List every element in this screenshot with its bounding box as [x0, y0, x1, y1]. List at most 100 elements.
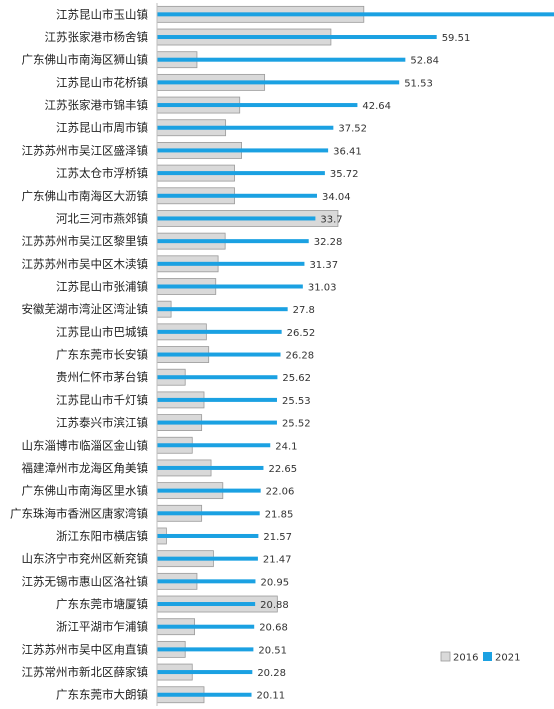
value-label: 35.72 — [330, 169, 359, 180]
category-label: 江苏泰兴市滨江镇 — [56, 416, 148, 430]
bar-2021 — [157, 57, 406, 62]
bar-2021 — [157, 556, 258, 561]
bar-2021 — [157, 692, 252, 697]
bar-2021 — [157, 261, 305, 266]
category-label: 江苏张家港市杨舍镇 — [45, 30, 149, 44]
value-label: 32.28 — [314, 237, 343, 248]
value-label: 20.28 — [257, 668, 286, 679]
value-label: 20.68 — [259, 623, 288, 634]
labels-layer: 江苏昆山市玉山镇107.38江苏张家港市杨舍镇59.51广东佛山市南海区狮山镇5… — [10, 7, 471, 702]
category-label: 浙江平湖市乍浦镇 — [56, 620, 148, 634]
bar-2021 — [157, 443, 271, 448]
bar-2021 — [157, 171, 325, 176]
bar-2021 — [157, 80, 400, 85]
bar-2021 — [157, 239, 309, 244]
category-label: 山东淄博市临淄区金山镇 — [22, 438, 149, 452]
value-label: 25.52 — [282, 419, 311, 430]
bar-2021 — [157, 488, 261, 493]
category-label: 江苏昆山市千灯镇 — [56, 393, 148, 407]
value-label: 59.51 — [442, 33, 471, 44]
category-label: 广东佛山市南海区里水镇 — [22, 484, 149, 498]
bar-2021 — [157, 420, 277, 425]
bar-2021 — [157, 397, 277, 402]
category-label: 江苏苏州市吴江区盛泽镇 — [22, 143, 149, 157]
category-label: 江苏常州市新北区薛家镇 — [22, 665, 149, 679]
value-label: 25.62 — [282, 373, 311, 384]
category-label: 江苏苏州市吴中区木渎镇 — [22, 257, 149, 271]
category-label: 江苏无锡市惠山区洛社镇 — [22, 574, 149, 588]
legend-swatch-2021 — [483, 652, 492, 661]
bar-2021 — [157, 12, 554, 17]
bar-2021 — [157, 579, 256, 584]
legend-label-2021: 2021 — [495, 653, 520, 664]
bar-2021 — [157, 216, 316, 221]
bar-2021 — [157, 125, 334, 130]
value-label: 31.37 — [309, 260, 338, 271]
value-label: 25.53 — [282, 396, 311, 407]
category-label: 江苏昆山市花桥镇 — [56, 75, 148, 89]
value-label: 21.57 — [263, 532, 292, 543]
value-label: 31.03 — [308, 283, 337, 294]
category-label: 贵州仁怀市茅台镇 — [56, 370, 148, 384]
bar-2021 — [157, 193, 317, 198]
category-label: 广东佛山市南海区狮山镇 — [22, 53, 149, 67]
value-label: 26.28 — [286, 351, 315, 362]
category-label: 广东佛山市南海区大沥镇 — [22, 189, 149, 203]
bar-2021 — [157, 329, 282, 334]
bar-2021 — [157, 602, 256, 607]
value-label: 26.52 — [287, 328, 316, 339]
bar-2021 — [157, 307, 288, 312]
value-label: 20.95 — [260, 577, 289, 588]
value-label: 36.41 — [333, 146, 362, 157]
legend-label-2016: 2016 — [453, 653, 478, 664]
value-label: 24.1 — [275, 441, 297, 452]
category-label: 江苏太仓市浮桥镇 — [56, 166, 148, 180]
value-label: 27.8 — [293, 305, 315, 316]
value-label: 37.52 — [338, 124, 367, 135]
bar-2021 — [157, 670, 253, 675]
category-label: 江苏苏州市吴江区黎里镇 — [22, 234, 149, 248]
category-label: 福建漳州市龙海区角美镇 — [22, 461, 149, 475]
bar-2021 — [157, 352, 281, 357]
category-label: 广东珠海市香洲区唐家湾镇 — [10, 506, 148, 520]
value-label: 21.85 — [265, 509, 294, 520]
category-label: 江苏昆山市玉山镇 — [56, 7, 148, 21]
category-label: 广东东莞市大朗镇 — [56, 688, 148, 702]
bar-2021 — [157, 511, 260, 516]
bar-2021 — [157, 533, 259, 538]
bar-2021 — [157, 465, 264, 470]
value-label: 22.06 — [266, 487, 295, 498]
value-label: 52.84 — [410, 56, 439, 67]
category-label: 江苏苏州市吴中区甪直镇 — [22, 642, 149, 656]
legend: 2016 2021 — [440, 651, 520, 664]
value-label: 20.88 — [260, 600, 289, 611]
bar-2021 — [157, 647, 254, 652]
category-label: 江苏昆山市巴城镇 — [56, 325, 148, 339]
value-label: 20.11 — [257, 691, 286, 702]
value-label: 22.65 — [268, 464, 297, 475]
value-label: 21.47 — [263, 555, 292, 566]
category-label: 浙江东阳市横店镇 — [56, 529, 148, 543]
value-label: 20.51 — [258, 645, 287, 656]
value-label: 34.04 — [322, 192, 351, 203]
category-label: 江苏张家港市锦丰镇 — [45, 98, 149, 112]
category-label: 广东东莞市长安镇 — [56, 348, 148, 362]
bar-2021 — [157, 624, 255, 629]
value-label: 51.53 — [404, 78, 433, 89]
bar-2021 — [157, 148, 329, 153]
bar-2021 — [157, 103, 358, 108]
category-label: 江苏昆山市张浦镇 — [56, 280, 148, 294]
bar-2021 — [157, 284, 303, 289]
legend-swatch-2016 — [440, 651, 451, 662]
bar-2021 — [157, 35, 437, 40]
category-label: 山东济宁市兖州区新兖镇 — [22, 552, 149, 566]
category-label: 安徽芜湖市湾沚区湾沚镇 — [22, 302, 149, 316]
category-label: 河北三河市燕郊镇 — [56, 211, 148, 225]
bars-layer — [156, 5, 554, 704]
bar-2021 — [157, 375, 278, 380]
value-label: 42.64 — [362, 101, 391, 112]
category-label: 江苏昆山市周市镇 — [56, 121, 148, 135]
category-label: 广东东莞市塘厦镇 — [56, 597, 148, 611]
value-label: 33.7 — [320, 214, 342, 225]
